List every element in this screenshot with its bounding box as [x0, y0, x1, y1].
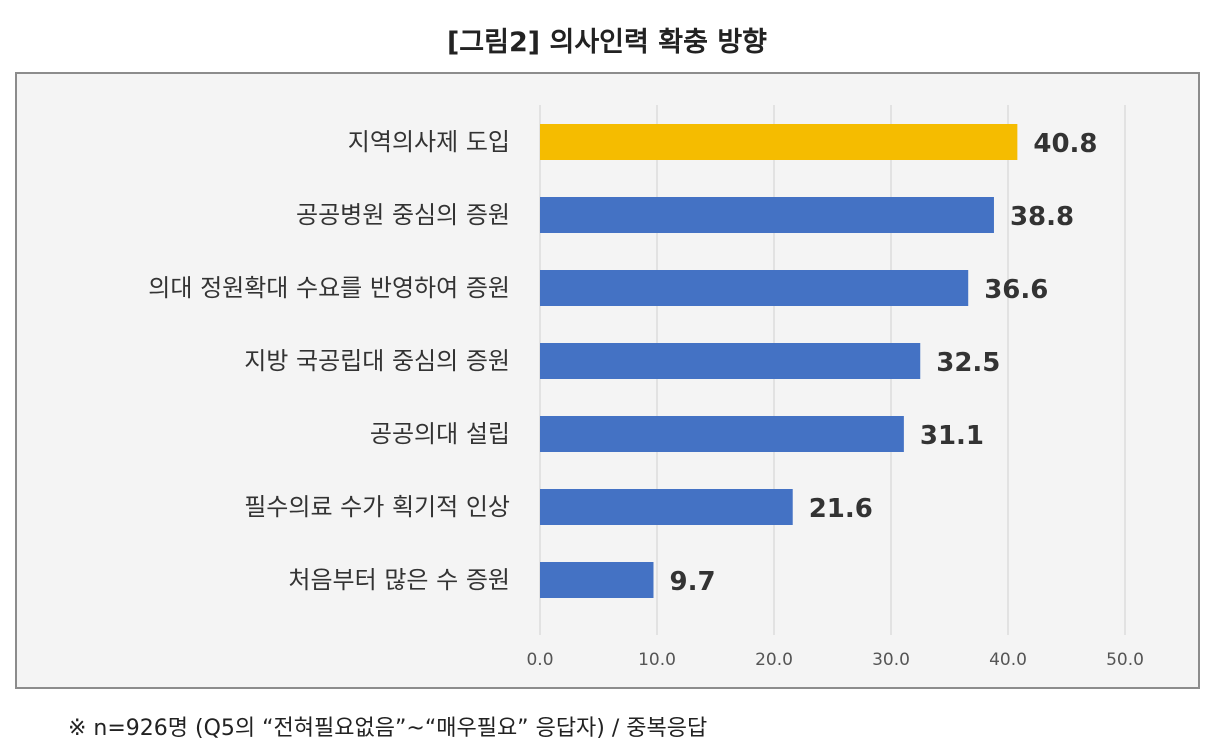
value-label: 40.8 [1033, 129, 1097, 159]
value-label: 9.7 [669, 567, 715, 597]
bar [540, 562, 654, 598]
bar [540, 489, 793, 525]
bar [540, 416, 904, 452]
footnote: ※ n=926명 (Q5의 “전혀필요없음”~“매우필요” 응답자) / 중복응… [68, 716, 708, 741]
x-tick-label: 10.0 [638, 650, 676, 670]
bar [540, 124, 1018, 160]
category-label: 의대 정원확대 수요를 반영하여 증원 [148, 274, 510, 302]
x-tick-label: 0.0 [526, 650, 553, 670]
bar [540, 197, 994, 233]
chart-title: [그림2] 의사인력 확충 방향 [446, 27, 768, 58]
category-label: 공공병원 중심의 증원 [296, 201, 510, 229]
value-label: 32.5 [936, 348, 1000, 378]
value-label: 38.8 [1010, 202, 1074, 232]
value-label: 21.6 [809, 494, 873, 524]
value-label: 31.1 [920, 421, 984, 451]
category-label: 필수의료 수가 획기적 인상 [244, 493, 510, 521]
x-tick-label: 20.0 [755, 650, 793, 670]
category-label: 공공의대 설립 [370, 420, 510, 448]
value-label: 36.6 [984, 275, 1048, 305]
x-tick-label: 30.0 [872, 650, 910, 670]
x-tick-label: 50.0 [1106, 650, 1144, 670]
category-label: 처음부터 많은 수 증원 [288, 566, 510, 594]
category-label: 지방 국공립대 중심의 증원 [244, 347, 510, 375]
x-tick-label: 40.0 [989, 650, 1027, 670]
bar [540, 270, 969, 306]
bar [540, 343, 921, 379]
category-label: 지역의사제 도입 [348, 128, 510, 156]
